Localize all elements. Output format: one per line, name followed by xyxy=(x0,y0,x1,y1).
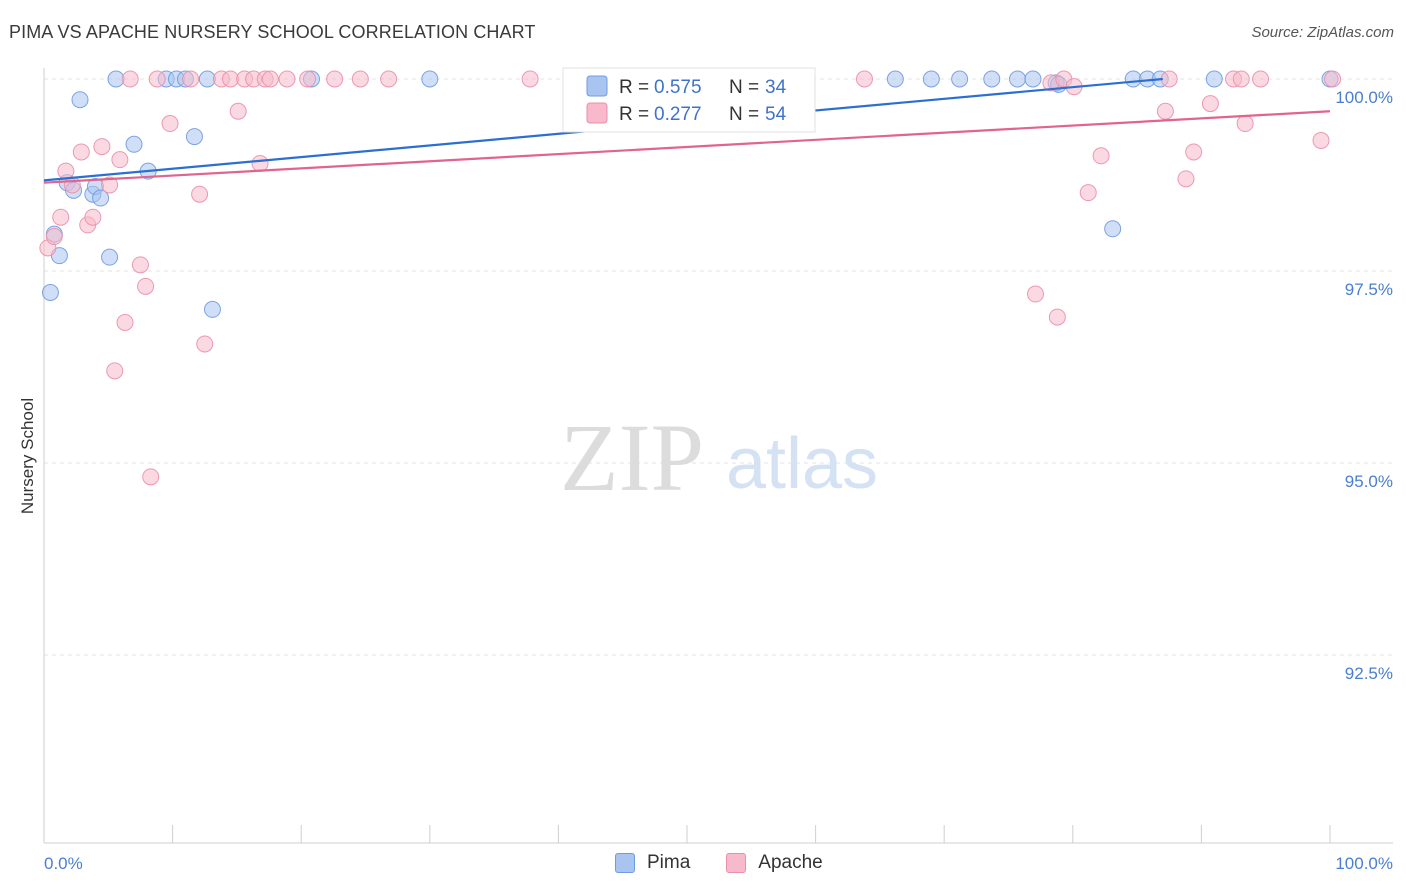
pima-point-9 xyxy=(101,248,119,266)
apache-point-29 xyxy=(261,70,279,88)
pima-point-17 xyxy=(198,70,216,88)
pima-point-16 xyxy=(185,128,203,146)
pima-point-25 xyxy=(1009,70,1027,88)
legend-r-value-apache: 0.277 xyxy=(654,104,702,125)
y-tick-label-2: 95.0% xyxy=(1345,472,1393,491)
apache-point-17 xyxy=(148,70,166,88)
pima-point-33 xyxy=(1205,70,1223,88)
apache-point-35 xyxy=(521,70,539,88)
apache-point-53 xyxy=(1312,131,1330,149)
apache-point-30 xyxy=(278,70,296,88)
legend-n-label-pima: N = xyxy=(729,77,759,98)
legend-r-label-apache: R = xyxy=(619,104,649,125)
apache-point-32 xyxy=(326,70,344,88)
apache-point-15 xyxy=(137,277,155,295)
pima-point-29 xyxy=(1104,220,1122,238)
watermark-atlas: atlas xyxy=(726,424,878,504)
pima-point-11 xyxy=(125,135,143,153)
legend-swatch-pima xyxy=(586,75,608,97)
apache-point-31 xyxy=(299,70,317,88)
apache-point-51 xyxy=(1236,115,1254,133)
apache-point-36 xyxy=(855,70,873,88)
legend-swatch-apache xyxy=(586,102,608,124)
legend-n-value-apache: 54 xyxy=(765,104,787,125)
x-tick-labels: 0.0% 100.0% xyxy=(44,854,1393,873)
pima-point-18 xyxy=(203,300,221,318)
pima-point-24 xyxy=(983,70,1001,88)
apache-point-20 xyxy=(191,185,209,203)
apache-point-45 xyxy=(1160,70,1178,88)
apache-point-8 xyxy=(93,138,111,156)
apache-point-42 xyxy=(1079,184,1097,202)
series-label-apache: Apache xyxy=(758,852,823,873)
apache-point-44 xyxy=(1156,102,1174,120)
apache-point-50 xyxy=(1232,70,1250,88)
apache-point-23 xyxy=(221,70,239,88)
pima-point-10 xyxy=(107,70,125,88)
pima-point-20 xyxy=(421,70,439,88)
apache-point-18 xyxy=(161,115,179,133)
apache-point-47 xyxy=(1185,143,1203,161)
apache-point-14 xyxy=(131,256,149,274)
apache-point-13 xyxy=(121,70,139,88)
apache-point-34 xyxy=(380,70,398,88)
apache-point-12 xyxy=(116,313,134,331)
apache-point-19 xyxy=(182,70,200,88)
y-tick-label-1: 97.5% xyxy=(1345,280,1393,299)
axes xyxy=(43,68,1393,844)
y-tick-labels: 100.0% 97.5% 95.0% 92.5% xyxy=(1335,88,1393,683)
pima-point-22 xyxy=(922,70,940,88)
x-tick-label-right: 100.0% xyxy=(1335,854,1393,873)
apache-point-11 xyxy=(111,151,129,169)
apache-trend-line xyxy=(43,110,1331,184)
y-tick-label-3: 92.5% xyxy=(1345,664,1393,683)
apache-point-24 xyxy=(229,102,247,120)
apache-point-27 xyxy=(251,154,269,172)
series-swatch-apache xyxy=(726,853,747,873)
data-points xyxy=(39,70,1342,486)
pima-point-23 xyxy=(951,70,969,88)
apache-point-2 xyxy=(52,208,70,226)
apache-point-1 xyxy=(45,227,63,245)
pima-point-26 xyxy=(1024,70,1042,88)
pima-point-30 xyxy=(1124,70,1142,88)
apache-point-46 xyxy=(1177,170,1195,188)
apache-point-33 xyxy=(351,70,369,88)
series-legend-pima: Pima xyxy=(615,852,690,874)
series-legend-apache: Apache xyxy=(726,852,823,874)
apache-point-54 xyxy=(1324,70,1342,88)
apache-point-37 xyxy=(1027,285,1045,303)
apache-point-39 xyxy=(1048,308,1066,326)
watermark-zip: ZIP xyxy=(560,404,704,511)
apache-point-5 xyxy=(72,143,90,161)
pima-point-0 xyxy=(41,284,59,302)
apache-point-48 xyxy=(1201,95,1219,113)
watermark: ZIP atlas xyxy=(560,404,878,511)
y-tick-label-0: 100.0% xyxy=(1335,88,1393,107)
apache-point-21 xyxy=(196,335,214,353)
apache-point-43 xyxy=(1092,147,1110,165)
stats-legend: R = 0.575 N = 34 R = 0.277 N = 54 xyxy=(562,67,816,133)
legend-r-value-pima: 0.575 xyxy=(654,77,702,98)
legend-n-label-apache: N = xyxy=(729,104,759,125)
pima-point-8 xyxy=(92,189,110,207)
chart-title: PIMA VS APACHE NURSERY SCHOOL CORRELATIO… xyxy=(9,22,536,42)
pima-point-21 xyxy=(886,70,904,88)
gridlines xyxy=(44,78,1393,656)
source-credit: Source: ZipAtlas.com xyxy=(1251,24,1394,41)
series-swatch-pima xyxy=(615,853,635,873)
apache-point-7 xyxy=(84,208,102,226)
legend-n-value-pima: 34 xyxy=(765,77,787,98)
x-tick-label-left: 0.0% xyxy=(44,854,83,873)
apache-point-52 xyxy=(1252,70,1270,88)
legend-r-label-pima: R = xyxy=(619,77,649,98)
apache-point-9 xyxy=(101,176,119,194)
series-label-pima: Pima xyxy=(647,852,691,873)
apache-point-10 xyxy=(106,362,124,380)
series-legend: Pima Apache xyxy=(615,852,859,874)
pima-point-5 xyxy=(71,91,89,109)
apache-point-16 xyxy=(142,468,160,486)
